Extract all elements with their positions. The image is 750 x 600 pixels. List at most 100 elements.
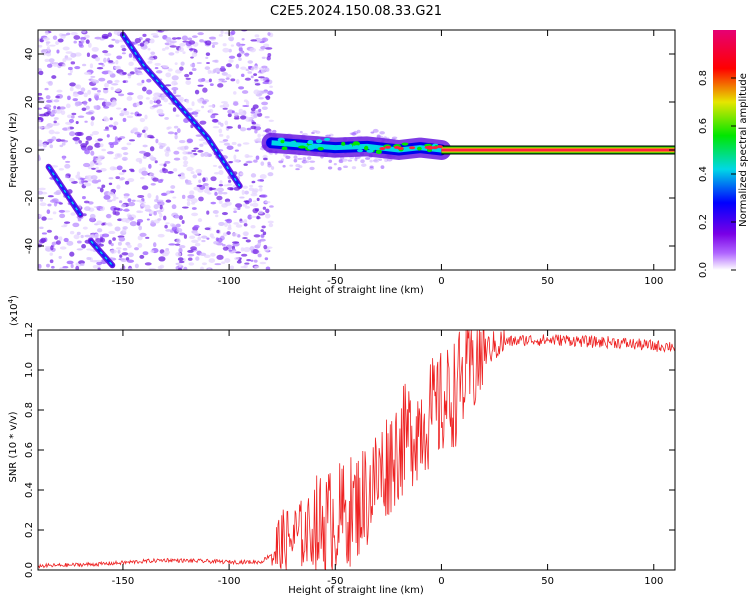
spectrogram-noise-point — [138, 225, 143, 231]
spectrogram-noise-point — [252, 200, 257, 203]
spectrogram-noise-point — [194, 109, 201, 112]
spectrogram-noise-point — [44, 245, 52, 248]
spectrogram-noise-point — [247, 214, 253, 220]
spectrogram-noise-point — [96, 220, 103, 225]
spectrogram-noise-point — [211, 118, 219, 123]
spectrogram-noise-point — [122, 226, 128, 230]
spectrogram-noise-point — [159, 204, 163, 210]
spectrogram-noise-point — [167, 126, 172, 130]
spectrogram-noise-point — [228, 36, 235, 42]
spectrogram-noise-point — [85, 111, 94, 115]
spectrogram-noise-point — [66, 114, 73, 119]
spectrogram-noise-point — [242, 237, 248, 240]
spectrogram-noise-point — [138, 72, 144, 76]
spectrogram-noise-point — [121, 156, 128, 161]
spectrogram-noise-point — [76, 171, 81, 176]
spectrogram-noise-point — [164, 224, 168, 229]
spectrogram-noise-point — [372, 128, 379, 133]
spectrogram-noise-point — [61, 33, 68, 37]
colorbar-tick-label: 0.6 — [698, 118, 709, 134]
spectrogram-noise-point — [245, 239, 251, 243]
spectrogram-noise-point — [238, 57, 242, 61]
spectrogram-noise-point — [109, 143, 115, 149]
spectrogram-noise-point — [150, 51, 156, 56]
spectrogram-noise-point — [127, 92, 134, 96]
spectrogram-noise-point — [134, 37, 142, 44]
spectrogram-noise-point — [156, 108, 164, 114]
spectrogram-noise-point — [211, 41, 219, 45]
spectrogram-noise-point — [219, 105, 225, 108]
spectrogram-noise-point — [265, 266, 271, 270]
spectrogram-noise-point — [163, 215, 167, 221]
spectrogram-noise-point — [343, 165, 348, 169]
spectrogram-y-tick-label: 20 — [24, 96, 35, 109]
spectrogram-noise-point — [260, 194, 268, 198]
spectrogram-noise-point — [370, 131, 375, 134]
spectrogram-noise-point — [223, 142, 231, 146]
spectrogram-noise-point — [325, 134, 331, 138]
spectrogram-noise-point — [52, 211, 57, 215]
spectrogram-noise-point — [38, 139, 43, 143]
spectrogram-noise-point — [266, 55, 271, 61]
spectrogram-noise-point — [165, 229, 172, 232]
spectrogram-noise-point — [90, 121, 94, 127]
spectrogram-noise-point — [142, 33, 147, 37]
spectrogram-noise-point — [119, 177, 125, 181]
spectrogram-noise-point — [204, 66, 211, 70]
spectrogram-noise-point — [98, 243, 104, 247]
spectrogram-noise-point — [61, 142, 66, 146]
spectrogram-noise-point — [141, 167, 147, 171]
spectrogram-noise-point — [74, 101, 80, 107]
spectrogram-noise-point — [134, 131, 140, 135]
spectrogram-noise-point — [227, 109, 234, 114]
spectrogram-noise-point — [48, 80, 53, 86]
colorbar-ticks: 0.0 0.2 0.4 0.6 0.8 — [698, 70, 736, 278]
spectrogram-noise-point — [76, 231, 81, 236]
spectrogram-noise-point — [75, 120, 79, 125]
spectrogram-noise-point — [49, 252, 54, 256]
spectrogram-noise-point — [194, 242, 201, 247]
spectrogram-noise-point — [226, 126, 233, 129]
spectrogram-noise-point — [231, 250, 237, 253]
spectrogram-noise-point — [91, 130, 100, 136]
spectrogram-noise-point — [108, 124, 114, 128]
spectrogram-noise-point — [85, 135, 93, 141]
spectrogram-noise-point — [226, 135, 230, 139]
spectrogram-noise-point — [223, 222, 228, 228]
snr-y-tick-label: 1.2 — [24, 322, 35, 338]
spectrogram-noise-point — [212, 68, 217, 74]
spectrogram-noise-point — [191, 207, 197, 210]
spectrogram-noise-point — [47, 217, 54, 221]
spectrogram-noise-point — [233, 210, 237, 214]
spectrogram-noise-point — [264, 257, 269, 261]
spectrogram-noise-point — [241, 90, 249, 94]
spectrogram-noise-point — [83, 92, 88, 98]
spectrogram-noise-point — [200, 153, 205, 157]
spectrogram-noise-point — [173, 94, 182, 98]
spectrogram-noise-point — [68, 177, 75, 182]
spectrogram-noise-point — [253, 65, 259, 71]
spectrogram-noise-point — [38, 107, 43, 110]
spectrogram-noise-point — [134, 247, 139, 251]
spectrogram-noise-point — [197, 78, 204, 83]
spectrogram-noise-point — [74, 131, 82, 137]
spectrogram-noise-point — [144, 204, 151, 210]
spectrogram-noise-point — [123, 110, 130, 116]
ridge-main-peak — [393, 145, 400, 149]
spectrogram-noise-point — [46, 63, 53, 68]
spectrogram-noise-point — [40, 237, 46, 243]
spectrogram-noise-point — [186, 201, 191, 207]
spectrogram-noise-point — [166, 146, 171, 152]
spectrogram-noise-point — [144, 133, 148, 139]
spectrogram-noise-point — [113, 30, 121, 35]
spectrogram-noise-point — [149, 172, 155, 176]
spectrogram-noise-point — [369, 165, 374, 169]
spectrogram-noise-point — [67, 66, 73, 71]
spectrogram-noise-point — [215, 214, 219, 218]
spectrogram-noise-point — [38, 243, 43, 248]
spectrogram-noise-point — [253, 113, 258, 119]
spectrogram-y-tick-label: 0 — [24, 147, 35, 153]
spectrogram-noise-point — [178, 139, 186, 144]
spectrogram-noise-point — [111, 198, 116, 202]
spectrogram-noise-point — [191, 35, 198, 38]
